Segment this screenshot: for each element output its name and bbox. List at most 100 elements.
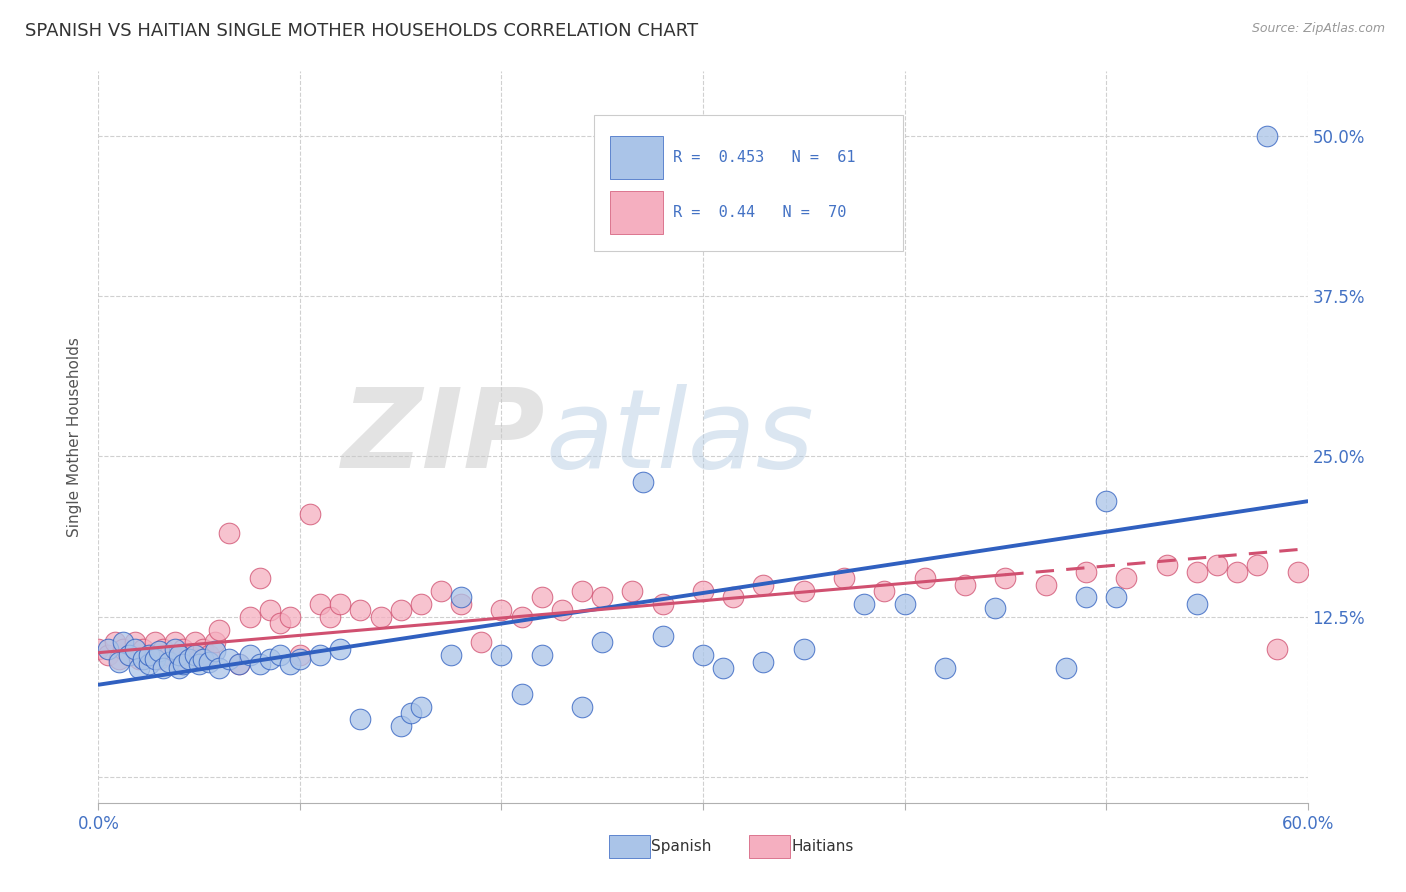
- Point: [1054, 661, 1077, 675]
- Point: [1185, 597, 1208, 611]
- Point: [259, 603, 281, 617]
- Point: [1267, 641, 1289, 656]
- Point: [1156, 558, 1178, 573]
- Point: [631, 475, 654, 489]
- Text: R =  0.44   N =  70: R = 0.44 N = 70: [672, 205, 846, 220]
- Point: [893, 597, 915, 611]
- Point: [370, 609, 392, 624]
- Point: [994, 571, 1017, 585]
- Point: [188, 652, 211, 666]
- Point: [1035, 577, 1057, 591]
- Point: [138, 648, 160, 663]
- Point: [148, 652, 170, 666]
- Point: [450, 591, 472, 605]
- Point: [621, 584, 644, 599]
- Point: [208, 623, 231, 637]
- Point: [319, 609, 342, 624]
- Text: Spanish: Spanish: [651, 839, 711, 854]
- Point: [723, 591, 745, 605]
- Point: [530, 591, 553, 605]
- Point: [510, 609, 533, 624]
- Point: [198, 655, 221, 669]
- FancyBboxPatch shape: [595, 115, 903, 251]
- Point: [193, 652, 215, 666]
- Point: [124, 641, 146, 656]
- Y-axis label: Single Mother Households: Single Mother Households: [67, 337, 83, 537]
- Point: [984, 600, 1007, 615]
- Point: [711, 661, 734, 675]
- Point: [193, 641, 215, 656]
- Point: [118, 648, 141, 663]
- Point: [530, 648, 553, 663]
- Point: [832, 571, 855, 585]
- Point: [138, 657, 160, 672]
- Point: [1256, 128, 1278, 143]
- Point: [1185, 565, 1208, 579]
- Text: R =  0.453   N =  61: R = 0.453 N = 61: [672, 150, 855, 165]
- Point: [228, 657, 250, 672]
- Point: [163, 635, 186, 649]
- Text: atlas: atlas: [546, 384, 814, 491]
- Point: [249, 657, 271, 672]
- Point: [591, 635, 613, 649]
- Point: [143, 652, 166, 666]
- Point: [1286, 565, 1309, 579]
- Point: [218, 526, 240, 541]
- Point: [204, 644, 226, 658]
- Point: [167, 648, 190, 663]
- Point: [389, 719, 412, 733]
- Point: [470, 635, 492, 649]
- Point: [172, 641, 194, 656]
- Point: [440, 648, 463, 663]
- Point: [299, 507, 322, 521]
- Point: [853, 597, 876, 611]
- Point: [651, 629, 673, 643]
- Point: [259, 652, 281, 666]
- Point: [107, 655, 129, 669]
- Text: SPANISH VS HAITIAN SINGLE MOTHER HOUSEHOLDS CORRELATION CHART: SPANISH VS HAITIAN SINGLE MOTHER HOUSEHO…: [25, 22, 699, 40]
- Point: [389, 603, 412, 617]
- Point: [692, 584, 714, 599]
- Point: [278, 609, 301, 624]
- Point: [491, 648, 513, 663]
- Point: [349, 603, 371, 617]
- Point: [551, 603, 574, 617]
- Point: [934, 661, 956, 675]
- Point: [179, 648, 201, 663]
- Point: [132, 652, 155, 666]
- Point: [143, 635, 166, 649]
- Point: [128, 652, 150, 666]
- Point: [167, 661, 190, 675]
- Point: [349, 712, 371, 726]
- Point: [692, 648, 714, 663]
- Point: [399, 706, 422, 720]
- Point: [1095, 494, 1118, 508]
- Point: [491, 603, 513, 617]
- Point: [1226, 565, 1249, 579]
- Point: [107, 652, 129, 666]
- Point: [184, 648, 207, 663]
- Point: [157, 655, 180, 669]
- Point: [309, 648, 332, 663]
- Point: [793, 641, 815, 656]
- Point: [239, 609, 262, 624]
- Point: [157, 648, 180, 663]
- Point: [329, 597, 352, 611]
- Point: [651, 597, 673, 611]
- Text: Haitians: Haitians: [792, 839, 853, 854]
- Point: [124, 635, 146, 649]
- Point: [97, 641, 120, 656]
- Point: [152, 641, 174, 656]
- Point: [510, 687, 533, 701]
- Point: [430, 584, 453, 599]
- Point: [873, 584, 896, 599]
- Point: [1074, 565, 1097, 579]
- FancyBboxPatch shape: [610, 191, 664, 234]
- Point: [148, 644, 170, 658]
- Point: [953, 577, 976, 591]
- Point: [409, 597, 432, 611]
- Point: [591, 591, 613, 605]
- Point: [204, 635, 226, 649]
- Point: [1206, 558, 1229, 573]
- Point: [118, 648, 141, 663]
